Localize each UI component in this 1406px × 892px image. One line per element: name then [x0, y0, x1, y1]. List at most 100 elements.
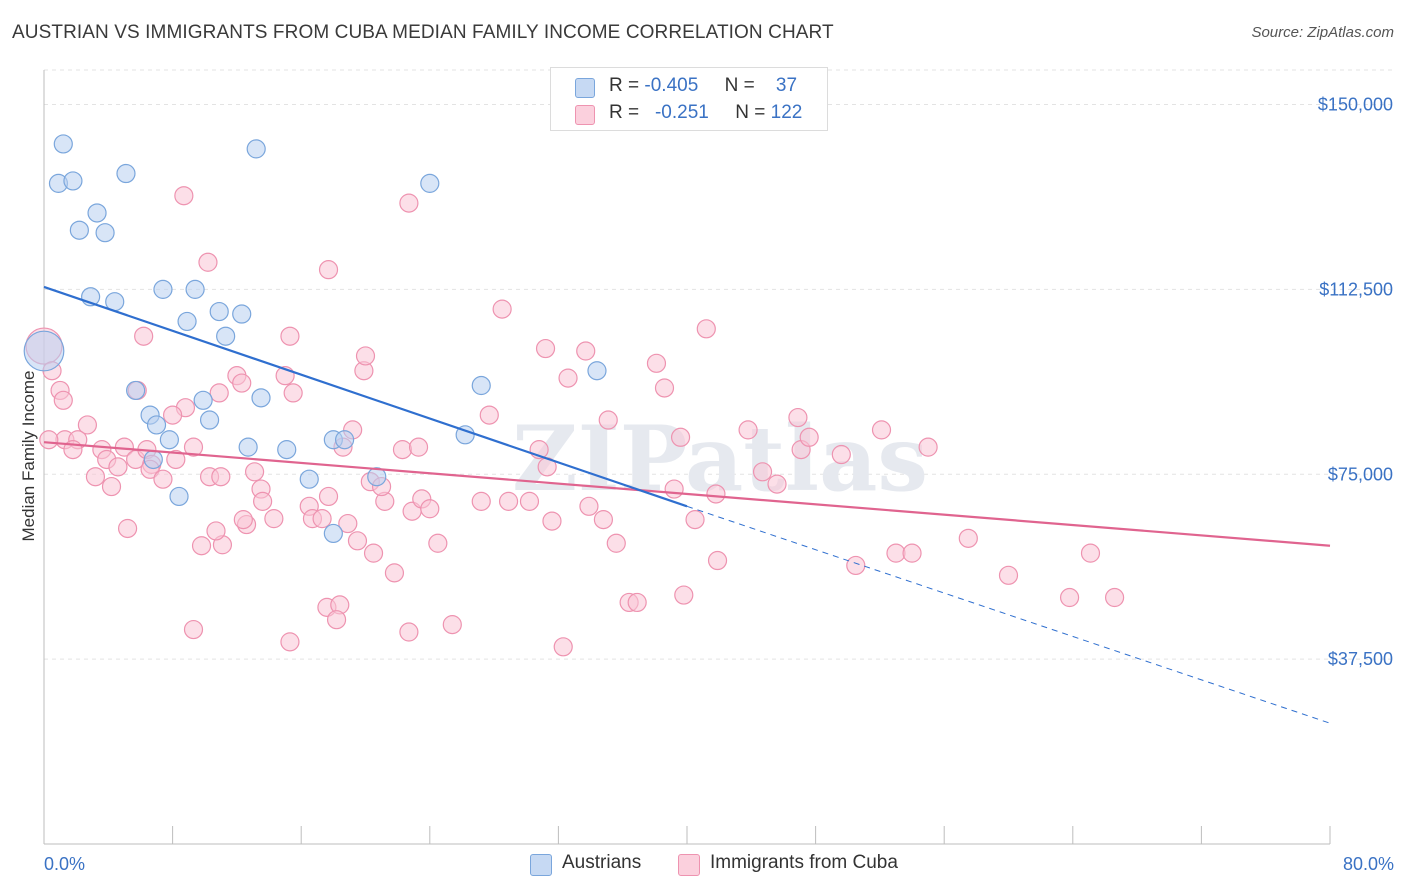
cuba-point: [134, 326, 154, 346]
austrians-point: [153, 279, 173, 299]
austrians-point: [116, 163, 136, 184]
cuba-point: [767, 474, 787, 494]
cuba-point: [519, 491, 540, 511]
austrians-point: [177, 311, 197, 332]
austrians-trend-extension: [686, 505, 1331, 724]
cuba-point: [283, 383, 303, 403]
cuba-point: [788, 407, 808, 428]
cuba-point: [280, 326, 300, 346]
austrians-point: [53, 134, 73, 154]
austrians-point: [335, 430, 355, 450]
cuba-point: [318, 260, 339, 280]
cuba-point: [902, 543, 922, 563]
cuba-point: [399, 622, 419, 642]
legend: R = -0.405 N = 37 R = -0.251 N = 122: [550, 67, 828, 131]
cuba-point: [174, 186, 194, 206]
austrians-trend-line: [43, 285, 688, 508]
y-tick-label: $37,500: [1328, 649, 1393, 669]
austrians-point: [169, 486, 189, 507]
austrians-point: [95, 223, 115, 243]
austrians-point: [143, 449, 163, 470]
cuba-point: [399, 193, 419, 213]
legend-n-value: 122: [770, 102, 803, 123]
cuba-point: [670, 427, 691, 447]
cuba-point: [1080, 543, 1101, 563]
austrians-point: [63, 171, 83, 191]
cuba-point: [738, 420, 758, 440]
cuba-point: [53, 390, 73, 410]
cuba-point: [244, 462, 265, 482]
cuba-point: [646, 353, 667, 373]
austrians-point: [323, 523, 343, 544]
legend-r-label: R =: [609, 102, 640, 123]
cuba-point: [598, 410, 618, 430]
austrians-point: [232, 304, 252, 324]
cuba-point: [253, 491, 273, 511]
austrians-point: [277, 440, 297, 460]
cuba-point: [39, 430, 59, 450]
cuba-point: [542, 511, 562, 531]
cuba-point: [108, 457, 128, 477]
cuba-point: [77, 415, 98, 435]
chart-title: AUSTRIAN VS IMMIGRANTS FROM CUBA MEDIAN …: [12, 22, 834, 43]
cuba-point: [958, 528, 978, 548]
y-axis-label: Median Family Income: [19, 370, 38, 541]
austrians-point: [216, 326, 236, 346]
legend-r-label: R =: [609, 75, 640, 96]
austrians-point: [251, 388, 271, 408]
cuba-point: [479, 405, 499, 425]
austrians-point: [471, 375, 491, 396]
cuba-point: [280, 632, 300, 652]
cuba-point: [363, 543, 384, 563]
cuba-point: [347, 531, 368, 551]
bottom-legend-label: Immigrants from Cuba: [710, 852, 898, 873]
cuba-point: [654, 378, 675, 398]
austrians-point: [299, 469, 319, 489]
legend-austrians-stats: R = -0.405 N = 37: [609, 75, 797, 97]
austrians-point: [185, 279, 205, 299]
austrians-swatch: [530, 854, 552, 876]
legend-n-label: N =: [735, 102, 766, 123]
cuba-point: [846, 555, 866, 576]
austrians-point: [193, 390, 213, 410]
cuba-point: [1104, 587, 1125, 608]
legend-cuba-stats: R = -0.251 N = 122: [609, 102, 802, 124]
legend-n-value: 37: [775, 75, 798, 96]
cuba-point: [117, 518, 138, 539]
cuba-point: [355, 346, 376, 366]
austrians-point: [87, 203, 107, 223]
cuba-point: [318, 486, 339, 507]
y-tick-label: $150,000: [1318, 95, 1393, 115]
cuba-point: [918, 437, 938, 457]
cuba-point: [1059, 587, 1080, 608]
cuba-point: [664, 479, 684, 499]
austrians-point: [69, 220, 89, 240]
cuba-point: [326, 610, 347, 630]
cuba-point: [685, 510, 705, 530]
bottom-legend-label: Austrians: [562, 852, 642, 873]
cuba-point: [392, 440, 413, 460]
cuba-point: [471, 491, 491, 511]
austrians-point: [146, 415, 167, 435]
cuba-point: [707, 550, 728, 571]
legend-n-label: N =: [724, 75, 755, 96]
cuba-point: [696, 319, 716, 339]
cuba-point: [191, 536, 212, 556]
cuba-point: [558, 368, 578, 388]
cuba-swatch: [678, 854, 700, 876]
trend-lines: [43, 285, 1331, 724]
y-tick-label: $75,000: [1328, 464, 1393, 484]
cuba-point: [593, 510, 614, 530]
cuba-point: [706, 484, 726, 504]
cuba-point: [428, 533, 448, 553]
cuba-point: [166, 449, 186, 470]
austrians-point: [209, 301, 229, 322]
x-tick-label: 0.0%: [44, 854, 85, 874]
cuba-point: [579, 496, 599, 516]
cuba-point: [420, 499, 440, 519]
y-tick-label: $112,500: [1319, 279, 1393, 299]
cuba-point: [163, 405, 183, 425]
axes: [43, 70, 1331, 845]
austrians-point: [587, 361, 607, 381]
